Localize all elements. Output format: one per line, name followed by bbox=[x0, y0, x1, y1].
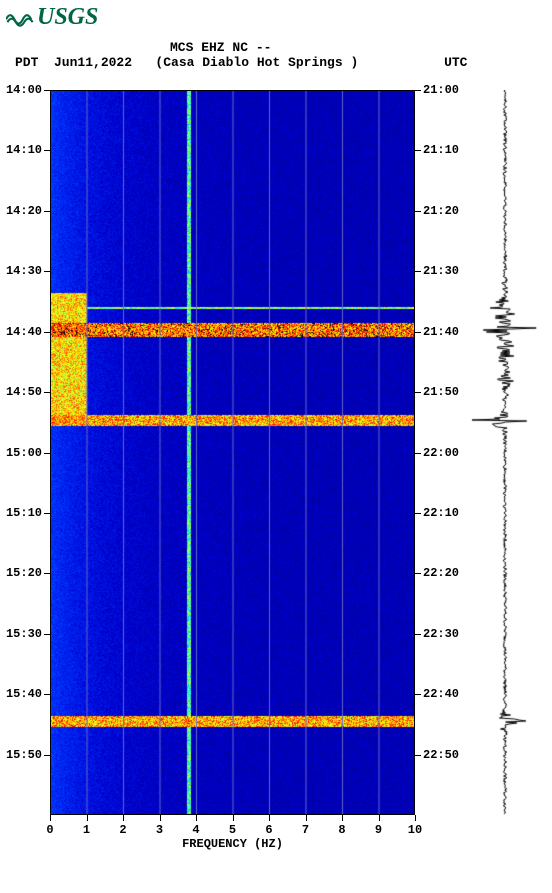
axis-tick bbox=[233, 815, 234, 821]
axis-tick-label: 6 bbox=[265, 823, 272, 837]
axis-tick-label: 9 bbox=[375, 823, 382, 837]
axis-tick bbox=[44, 694, 50, 695]
axis-tick bbox=[160, 815, 161, 821]
axis-tick bbox=[44, 332, 50, 333]
axis-tick bbox=[415, 634, 421, 635]
axis-tick bbox=[415, 392, 421, 393]
axis-tick-label: 15:50 bbox=[6, 748, 42, 762]
axis-tick-label: 15:10 bbox=[6, 506, 42, 520]
axis-tick bbox=[415, 211, 421, 212]
spectrogram-canvas bbox=[50, 90, 415, 815]
axis-tick-label: 22:50 bbox=[423, 748, 459, 762]
axis-tick-label: 0 bbox=[46, 823, 53, 837]
axis-tick bbox=[415, 513, 421, 514]
axis-tick bbox=[44, 271, 50, 272]
axis-tick bbox=[44, 755, 50, 756]
axis-tick bbox=[415, 694, 421, 695]
axis-tick bbox=[44, 392, 50, 393]
axis-tick bbox=[379, 815, 380, 821]
axis-tick bbox=[44, 453, 50, 454]
axis-tick bbox=[415, 271, 421, 272]
chart-subtitle: PDT Jun11,2022 (Casa Diablo Hot Springs … bbox=[15, 55, 467, 70]
usgs-logo: USGS bbox=[6, 4, 98, 31]
axis-tick-label: 22:40 bbox=[423, 687, 459, 701]
axis-tick bbox=[44, 90, 50, 91]
axis-tick bbox=[44, 211, 50, 212]
axis-tick-label: 21:00 bbox=[423, 83, 459, 97]
axis-tick-label: 22:00 bbox=[423, 446, 459, 460]
axis-tick-label: 15:00 bbox=[6, 446, 42, 460]
axis-tick-label: 15:20 bbox=[6, 566, 42, 580]
axis-tick-label: 22:20 bbox=[423, 566, 459, 580]
axis-tick-label: 22:30 bbox=[423, 627, 459, 641]
axis-tick-label: 21:40 bbox=[423, 325, 459, 339]
axis-tick bbox=[44, 150, 50, 151]
logo-text: USGS bbox=[37, 4, 98, 31]
axis-tick bbox=[415, 815, 416, 821]
axis-tick-label: 2 bbox=[119, 823, 126, 837]
axis-tick-label: 21:50 bbox=[423, 385, 459, 399]
axis-tick-label: 3 bbox=[156, 823, 163, 837]
axis-tick bbox=[306, 815, 307, 821]
axis-tick-label: 22:10 bbox=[423, 506, 459, 520]
axis-tick-label: 15:40 bbox=[6, 687, 42, 701]
axis-tick-label: 14:20 bbox=[6, 204, 42, 218]
axis-tick-label: 14:40 bbox=[6, 325, 42, 339]
axis-tick-label: 21:10 bbox=[423, 143, 459, 157]
waveform-canvas bbox=[462, 90, 548, 815]
axis-tick-label: 4 bbox=[192, 823, 199, 837]
axis-tick-label: 14:00 bbox=[6, 83, 42, 97]
axis-tick bbox=[415, 453, 421, 454]
axis-tick bbox=[415, 150, 421, 151]
spectrogram-plot bbox=[50, 90, 415, 815]
axis-tick-label: 14:10 bbox=[6, 143, 42, 157]
axis-tick bbox=[415, 332, 421, 333]
axis-tick bbox=[44, 634, 50, 635]
axis-tick-label: 8 bbox=[338, 823, 345, 837]
axis-tick bbox=[196, 815, 197, 821]
axis-tick-label: 21:30 bbox=[423, 264, 459, 278]
axis-tick-label: 5 bbox=[229, 823, 236, 837]
axis-tick bbox=[87, 815, 88, 821]
seismogram-waveform bbox=[462, 90, 548, 815]
axis-tick bbox=[342, 815, 343, 821]
axis-tick-label: 10 bbox=[408, 823, 422, 837]
x-axis-label: FREQUENCY (HZ) bbox=[182, 837, 283, 851]
axis-tick bbox=[269, 815, 270, 821]
axis-tick-label: 14:30 bbox=[6, 264, 42, 278]
axis-tick bbox=[415, 755, 421, 756]
axis-tick-label: 14:50 bbox=[6, 385, 42, 399]
axis-tick-label: 7 bbox=[302, 823, 309, 837]
axis-tick-label: 15:30 bbox=[6, 627, 42, 641]
wave-icon bbox=[6, 9, 34, 27]
chart-title: MCS EHZ NC -- bbox=[170, 40, 271, 55]
axis-tick bbox=[44, 513, 50, 514]
axis-tick bbox=[44, 573, 50, 574]
axis-tick bbox=[50, 815, 51, 821]
axis-tick-label: 1 bbox=[83, 823, 90, 837]
axis-tick bbox=[123, 815, 124, 821]
axis-tick bbox=[415, 573, 421, 574]
axis-tick bbox=[415, 90, 421, 91]
axis-tick-label: 21:20 bbox=[423, 204, 459, 218]
